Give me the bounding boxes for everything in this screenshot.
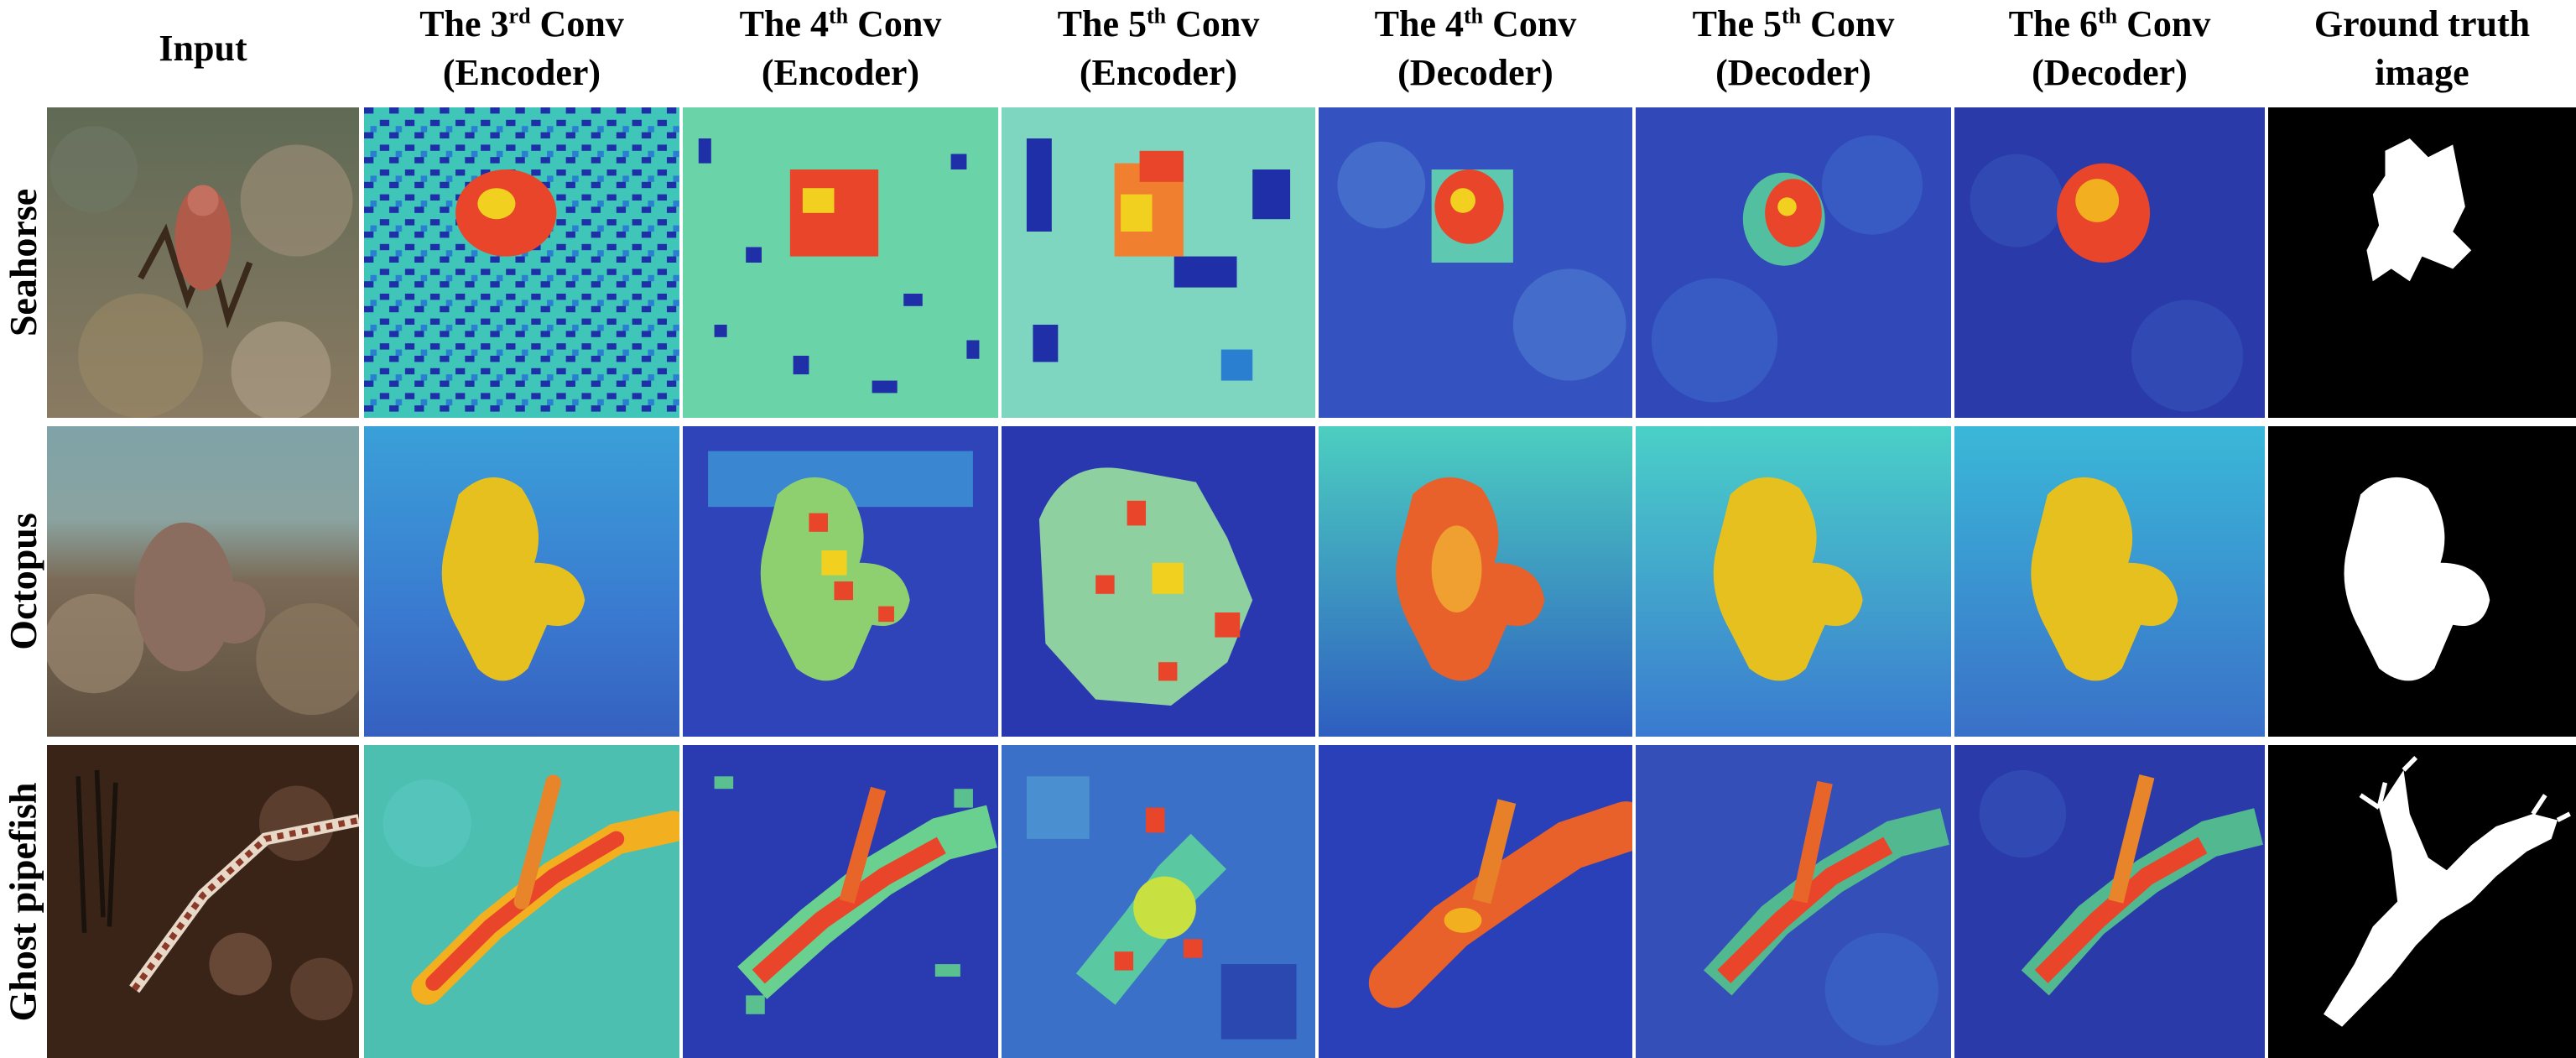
seahorse-ground-truth-mask: [2268, 107, 2576, 418]
col-header-conv4-decoder: The 4th Conv (Decoder): [1319, 0, 1632, 107]
col-header-line1: The 4: [739, 3, 829, 44]
octopus-encoder-conv4-heatmap: [683, 426, 998, 737]
col-header-line1-end: Conv: [1801, 3, 1895, 44]
col-header-sup: th: [828, 3, 849, 29]
col-header-line1-end: Conv: [2117, 3, 2211, 44]
col-header-conv4-encoder: The 4th Conv (Encoder): [683, 0, 998, 107]
col-header-line1: The 5: [1692, 3, 1782, 44]
ghost-pipefish-encoder-conv3-heatmap: [364, 745, 679, 1058]
col-header-sup: th: [1463, 3, 1484, 29]
seahorse-decoder-conv5-heatmap: [1636, 107, 1951, 418]
col-header-conv5-encoder: The 5th Conv (Encoder): [1002, 0, 1315, 107]
octopus-input-image: [47, 426, 359, 737]
octopus-decoder-conv4-heatmap: [1319, 426, 1632, 737]
seahorse-decoder-conv4-heatmap: [1319, 107, 1632, 418]
seahorse-encoder-conv3-heatmap: [364, 107, 679, 418]
octopus-decoder-conv6-heatmap: [1954, 426, 2265, 737]
octopus-decoder-conv5-heatmap: [1636, 426, 1951, 737]
col-header-conv3-encoder: The 3rd Conv (Encoder): [364, 0, 679, 107]
seahorse-input-image: [47, 107, 359, 418]
col-header-line1-end: Conv: [530, 3, 624, 44]
col-header-sup: rd: [508, 3, 531, 29]
ghost-pipefish-encoder-conv5-heatmap: [1002, 745, 1315, 1058]
col-header-input-text: Input: [159, 28, 247, 69]
col-header-conv5-decoder: The 5th Conv (Decoder): [1636, 0, 1951, 107]
row-label-text: Octopus: [2, 513, 44, 650]
col-header-line1-end: Conv: [1483, 3, 1577, 44]
ghost-pipefish-input-image: [47, 745, 359, 1058]
ghost-pipefish-decoder-conv6-heatmap: [1954, 745, 2265, 1058]
octopus-encoder-conv5-heatmap: [1002, 426, 1315, 737]
seahorse-encoder-conv5-heatmap: [1002, 107, 1315, 418]
row-label-seahorse: Seahorse: [0, 107, 47, 418]
col-header-line1: The 6: [2008, 3, 2098, 44]
col-header-line2: image: [2375, 52, 2469, 93]
ghost-pipefish-decoder-conv4-heatmap: [1319, 745, 1632, 1058]
col-header-ground-truth: Ground truth image: [2268, 0, 2576, 107]
col-header-line1: The 3: [419, 3, 509, 44]
col-header-sup: th: [1146, 3, 1167, 29]
col-header-line1: The 5: [1057, 3, 1147, 44]
row-label-text: Seahorse: [2, 188, 45, 337]
ghost-pipefish-encoder-conv4-heatmap: [683, 745, 998, 1058]
col-header-line1-end: Conv: [1166, 3, 1260, 44]
col-header-line2: (Decoder): [1397, 52, 1553, 93]
row-label-octopus: Octopus: [0, 426, 47, 737]
col-header-sup: th: [1781, 3, 1802, 29]
seahorse-decoder-conv6-heatmap: [1954, 107, 2265, 418]
col-header-conv6-decoder: The 6th Conv (Decoder): [1954, 0, 2265, 107]
col-header-line2: (Decoder): [1715, 52, 1871, 93]
octopus-encoder-conv3-heatmap: [364, 426, 679, 737]
row-label-text: Ghost pipefish: [2, 781, 44, 1022]
row-label-ghost-pipefish: Ghost pipefish: [0, 745, 47, 1058]
col-header-line2: (Encoder): [1079, 52, 1238, 93]
col-header-sup: th: [2097, 3, 2118, 29]
col-header-input: Input: [47, 0, 359, 107]
ghost-pipefish-decoder-conv5-heatmap: [1636, 745, 1951, 1058]
ghost-pipefish-ground-truth-mask: [2268, 745, 2576, 1058]
col-header-line1: Ground truth: [2313, 3, 2531, 44]
col-header-line1: The 4: [1374, 3, 1464, 44]
col-header-line2: (Encoder): [442, 52, 601, 93]
col-header-line2: (Decoder): [2032, 52, 2188, 93]
octopus-ground-truth-mask: [2268, 426, 2576, 737]
col-header-line2: (Encoder): [761, 52, 920, 93]
seahorse-encoder-conv4-heatmap: [683, 107, 998, 418]
col-header-line1-end: Conv: [848, 3, 942, 44]
